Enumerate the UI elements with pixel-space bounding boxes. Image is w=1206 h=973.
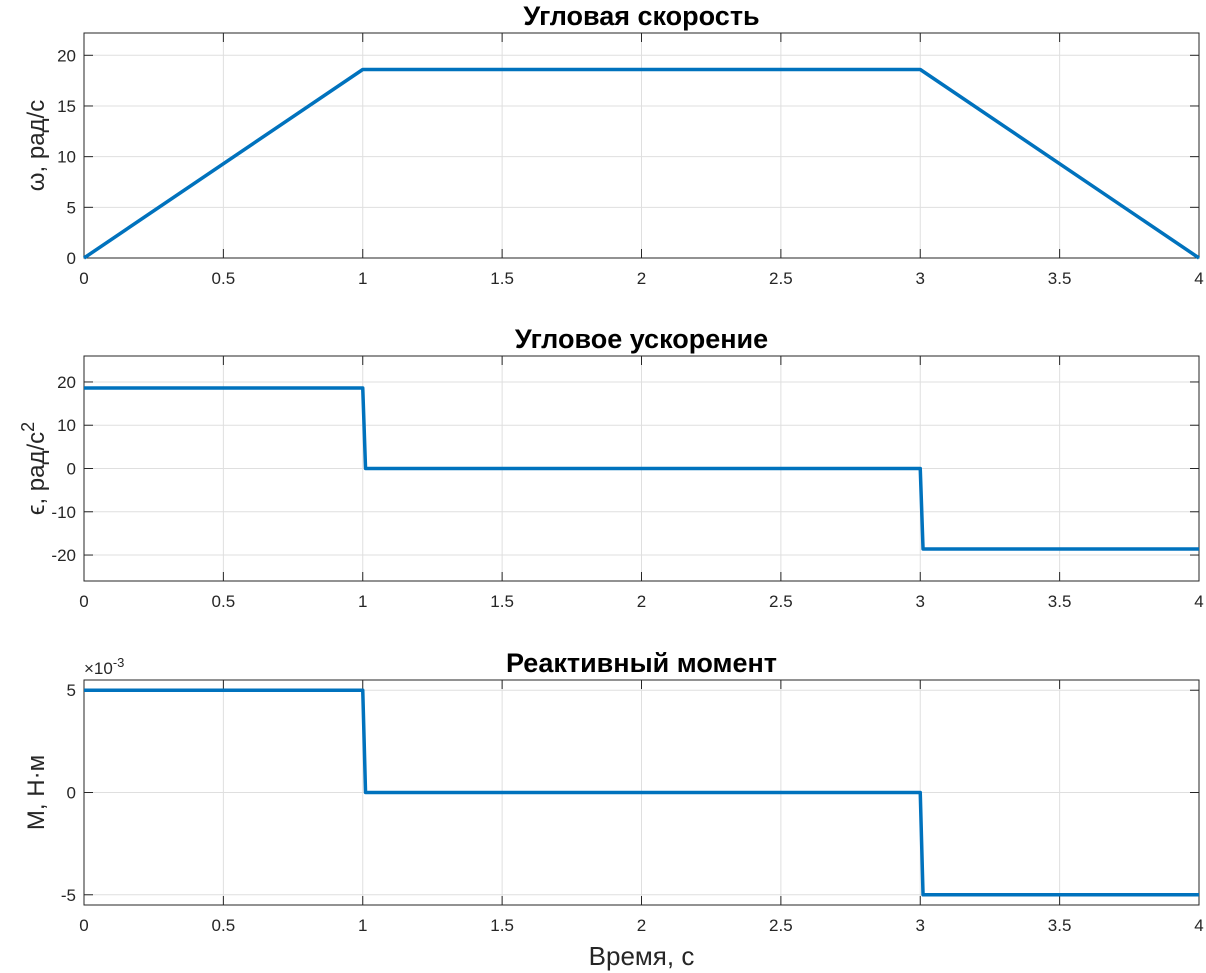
x-tick-label: 2 — [637, 592, 646, 611]
series-line — [83, 67, 1200, 260]
x-tick-label: 3 — [916, 916, 925, 935]
x-tick-label: 4 — [1194, 916, 1203, 935]
y-tick-label: -5 — [61, 886, 76, 905]
x-tick-label: 2.5 — [769, 916, 793, 935]
x-tick-label: 2 — [637, 269, 646, 288]
x-tick-label: 1 — [358, 592, 367, 611]
chart-title: Угловое ускорение — [515, 324, 768, 354]
y-tick-label: -20 — [51, 546, 76, 565]
y-axis-exponent: ×10-3 — [84, 655, 124, 678]
y-tick-label: 20 — [57, 373, 76, 392]
y-tick-label: 0 — [67, 249, 76, 268]
y-tick-label: 5 — [67, 198, 76, 217]
y-tick-label: 15 — [57, 97, 76, 116]
x-tick-label: 3.5 — [1048, 916, 1072, 935]
x-tick-label: 1.5 — [490, 269, 514, 288]
x-tick-label: 1 — [358, 269, 367, 288]
x-tick-label: 1.5 — [490, 916, 514, 935]
y-tick-label: 5 — [67, 681, 76, 700]
y-tick-label: 10 — [57, 416, 76, 435]
x-tick-label: 1 — [358, 916, 367, 935]
x-tick-label: 3 — [916, 592, 925, 611]
x-tick-label: 3.5 — [1048, 269, 1072, 288]
y-tick-label: 20 — [57, 46, 76, 65]
x-tick-label: 3 — [916, 269, 925, 288]
series-line — [84, 386, 1199, 551]
x-tick-label: 0 — [79, 269, 88, 288]
x-tick-label: 3.5 — [1048, 592, 1072, 611]
x-tick-label: 2.5 — [769, 269, 793, 288]
chart-title: Угловая скорость — [523, 1, 759, 31]
angular-velocity-axes: 0 0.5 1 1.5 2 2.5 3 3.5 4 0 5 10 15 20 Угловая скорос… — [23, 1, 1204, 288]
series-line — [84, 688, 1199, 897]
chart-title: Реактивный момент — [506, 648, 777, 678]
reactive-moment-axes: 0 0.5 1 1.5 2 2.5 3 3.5 4-505 Реактивный момент … — [23, 648, 1204, 971]
x-tick-label: 0.5 — [212, 916, 236, 935]
y-tick-label: 10 — [57, 148, 76, 167]
y-tick-label: 0 — [67, 784, 76, 803]
y-tick-label: -10 — [51, 503, 76, 522]
y-axis-label: ϵ, рад/с2 — [18, 422, 50, 515]
x-tick-label: 1.5 — [490, 592, 514, 611]
y-axis-label: ω, рад/с — [23, 100, 50, 191]
y-axis-label: M, Н·м — [23, 755, 50, 830]
x-tick-label: 0.5 — [212, 269, 236, 288]
x-tick-label: 0 — [79, 916, 88, 935]
x-tick-label: 0 — [79, 592, 88, 611]
x-tick-label: 2 — [637, 916, 646, 935]
x-tick-label: 4 — [1194, 269, 1203, 288]
x-axis-label: Время, с — [589, 941, 695, 971]
angular-acceleration-axes: 0 0.5 1 1.5 2 2.5 3 3.5 4 -20 -10 0 10 20 Угловое уск… — [18, 324, 1204, 611]
y-tick-label: 0 — [67, 460, 76, 479]
x-tick-label: 2.5 — [769, 592, 793, 611]
x-tick-label: 0.5 — [212, 592, 236, 611]
x-tick-label: 4 — [1194, 592, 1203, 611]
